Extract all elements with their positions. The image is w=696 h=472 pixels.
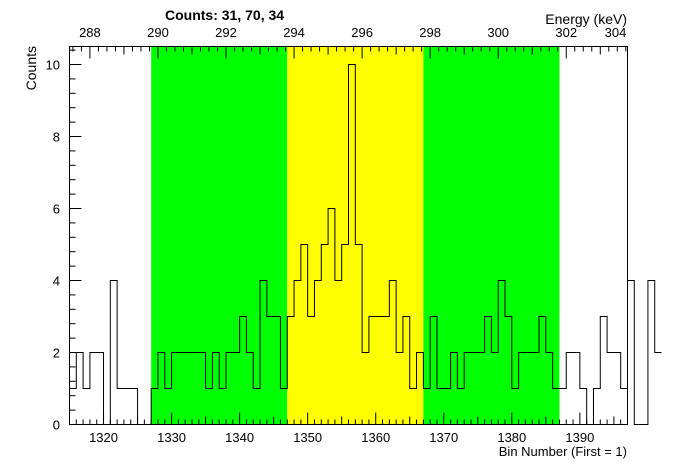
histogram-bin xyxy=(131,389,138,425)
y-tick-label: 0 xyxy=(53,418,60,433)
histogram-bin xyxy=(600,317,607,425)
y-axis-label: Counts xyxy=(23,46,39,90)
x-axis: 1320 1330 1340 1350 1360 1370 1380 1390 xyxy=(69,412,628,445)
histogram-bin xyxy=(97,353,104,425)
x-tick-label: 1330 xyxy=(157,430,186,445)
y-tick-label: 10 xyxy=(46,58,60,73)
histogram-bin xyxy=(566,353,573,425)
histogram-line xyxy=(69,64,662,425)
histogram-bin xyxy=(607,353,614,425)
histogram-bin xyxy=(593,389,600,425)
y-tick-label: 2 xyxy=(53,346,60,361)
x2-tick-label: 300 xyxy=(487,25,509,40)
histogram-bin xyxy=(117,389,124,425)
chart-title: Counts: 31, 70, 34 xyxy=(165,7,284,23)
x2-tick-label: 294 xyxy=(283,25,305,40)
histogram-bin xyxy=(124,389,131,425)
histogram-bin xyxy=(559,389,566,425)
y-tick-label: 6 xyxy=(53,202,60,217)
histogram-bin xyxy=(628,281,635,425)
x2-tick-label: 302 xyxy=(555,25,577,40)
histogram-bin xyxy=(648,281,655,425)
histogram-bin xyxy=(573,353,580,425)
x-tick-label: 1390 xyxy=(565,430,594,445)
x2-tick-label: 298 xyxy=(419,25,441,40)
x2-tick-label: 296 xyxy=(351,25,373,40)
x2-axis-label: Energy (keV) xyxy=(545,11,627,27)
x-tick-label: 1320 xyxy=(89,430,118,445)
histogram-bin xyxy=(83,389,90,425)
histogram-bin xyxy=(90,353,97,425)
y-tick-label: 8 xyxy=(53,130,60,145)
x-tick-label: 1360 xyxy=(361,430,390,445)
x2-tick-label: 292 xyxy=(215,25,237,40)
x2-tick-label: 304 xyxy=(605,25,627,40)
region-band-2 xyxy=(423,46,560,425)
x2-tick-label: 288 xyxy=(79,25,101,40)
x-tick-label: 1350 xyxy=(293,430,322,445)
histogram-bin xyxy=(655,353,662,425)
histogram-bin xyxy=(614,353,621,425)
histogram-bin xyxy=(76,353,83,425)
x-axis-label: Bin Number (First = 1) xyxy=(499,444,627,459)
histogram-bin xyxy=(70,389,77,425)
x-tick-label: 1370 xyxy=(429,430,458,445)
histogram-bin xyxy=(580,389,587,425)
histogram-bin xyxy=(621,389,628,425)
histogram-bin xyxy=(110,281,117,425)
y-axis: 0 2 4 6 8 10 xyxy=(46,49,82,433)
x-tick-label: 1340 xyxy=(225,430,254,445)
top-energy-axis: 288 290 292 294 296 298 300 302 304 xyxy=(72,25,627,59)
y-tick-label: 4 xyxy=(53,274,60,289)
x2-tick-label: 290 xyxy=(147,25,169,40)
histogram-outline xyxy=(69,64,662,425)
x-tick-label: 1380 xyxy=(497,430,526,445)
